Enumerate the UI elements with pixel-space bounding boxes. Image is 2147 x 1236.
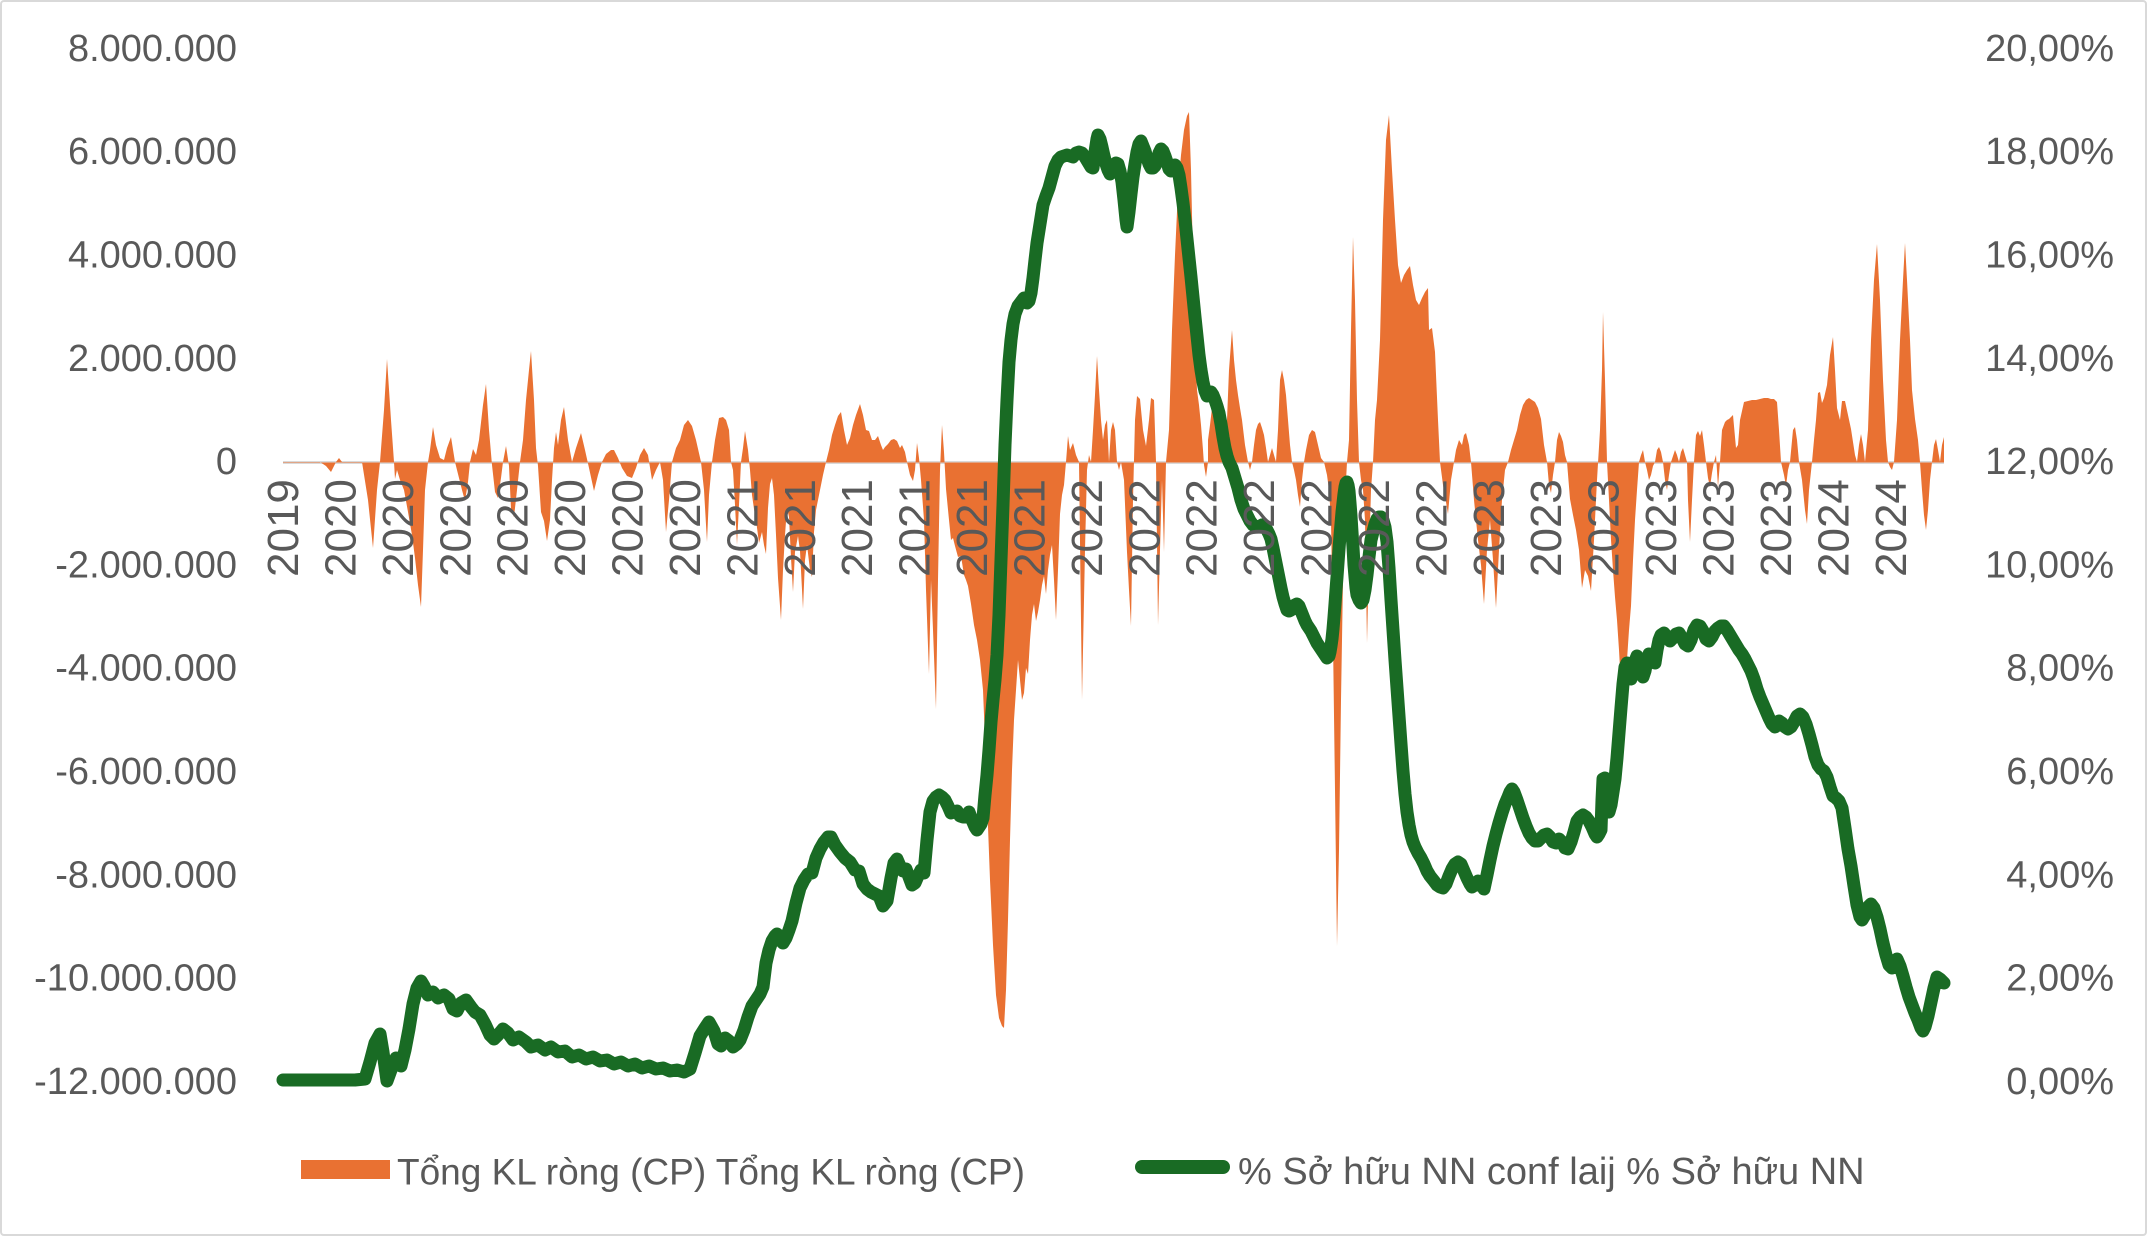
svg-text:2022: 2022	[1293, 479, 1342, 577]
svg-text:6,00%: 6,00%	[2006, 751, 2114, 793]
svg-text:2022: 2022	[1350, 479, 1399, 577]
svg-text:4,00%: 4,00%	[2006, 854, 2114, 896]
svg-text:0: 0	[216, 441, 237, 483]
svg-text:4.000.000: 4.000.000	[68, 234, 237, 276]
svg-text:6.000.000: 6.000.000	[68, 131, 237, 173]
svg-text:2020: 2020	[546, 479, 595, 577]
svg-text:2021: 2021	[891, 479, 940, 577]
svg-text:2021: 2021	[1006, 479, 1055, 577]
svg-text:0,00%: 0,00%	[2006, 1061, 2114, 1103]
svg-text:Tổng KL ròng (CP) Tổng KL ròng: Tổng KL ròng (CP) Tổng KL ròng (CP)	[397, 1152, 1025, 1193]
svg-text:2022: 2022	[1063, 479, 1112, 577]
svg-text:-10.000.000: -10.000.000	[34, 958, 237, 1000]
svg-text:2020: 2020	[374, 479, 423, 577]
svg-text:2023: 2023	[1580, 479, 1629, 577]
svg-text:-8.000.000: -8.000.000	[55, 854, 237, 896]
svg-text:12,00%: 12,00%	[1985, 441, 2114, 483]
svg-text:2023: 2023	[1752, 479, 1801, 577]
svg-text:-2.000.000: -2.000.000	[55, 544, 237, 586]
svg-text:2020: 2020	[604, 479, 653, 577]
svg-text:2024: 2024	[1867, 479, 1916, 577]
svg-text:-6.000.000: -6.000.000	[55, 751, 237, 793]
svg-text:2022: 2022	[1120, 479, 1169, 577]
svg-text:2021: 2021	[948, 479, 997, 577]
svg-text:2022: 2022	[1178, 479, 1227, 577]
svg-text:2019: 2019	[259, 479, 308, 577]
svg-text:2023: 2023	[1637, 479, 1686, 577]
svg-text:2022: 2022	[1407, 479, 1456, 577]
svg-text:-12.000.000: -12.000.000	[34, 1061, 237, 1103]
svg-text:2021: 2021	[776, 479, 825, 577]
svg-text:20,00%: 20,00%	[1985, 28, 2114, 70]
svg-text:2,00%: 2,00%	[2006, 958, 2114, 1000]
svg-text:2022: 2022	[1235, 479, 1284, 577]
svg-text:% Sở hữu NN conf laij % Sở hữu: % Sở hữu NN conf laij % Sở hữu NN	[1238, 1151, 1865, 1193]
svg-text:10,00%: 10,00%	[1985, 544, 2114, 586]
svg-text:2023: 2023	[1695, 479, 1744, 577]
svg-text:-4.000.000: -4.000.000	[55, 648, 237, 690]
svg-text:18,00%: 18,00%	[1985, 131, 2114, 173]
svg-text:2023: 2023	[1522, 479, 1571, 577]
svg-text:2023: 2023	[1465, 479, 1514, 577]
svg-text:2021: 2021	[718, 479, 767, 577]
svg-text:8,00%: 8,00%	[2006, 648, 2114, 690]
svg-text:8.000.000: 8.000.000	[68, 28, 237, 70]
svg-text:2024: 2024	[1809, 479, 1858, 577]
svg-text:2.000.000: 2.000.000	[68, 338, 237, 380]
svg-text:14,00%: 14,00%	[1985, 338, 2114, 380]
svg-text:2020: 2020	[316, 479, 365, 577]
svg-text:2020: 2020	[431, 479, 480, 577]
svg-text:16,00%: 16,00%	[1985, 234, 2114, 276]
svg-text:2020: 2020	[661, 479, 710, 577]
svg-text:2020: 2020	[489, 479, 538, 577]
svg-text:2021: 2021	[833, 479, 882, 577]
